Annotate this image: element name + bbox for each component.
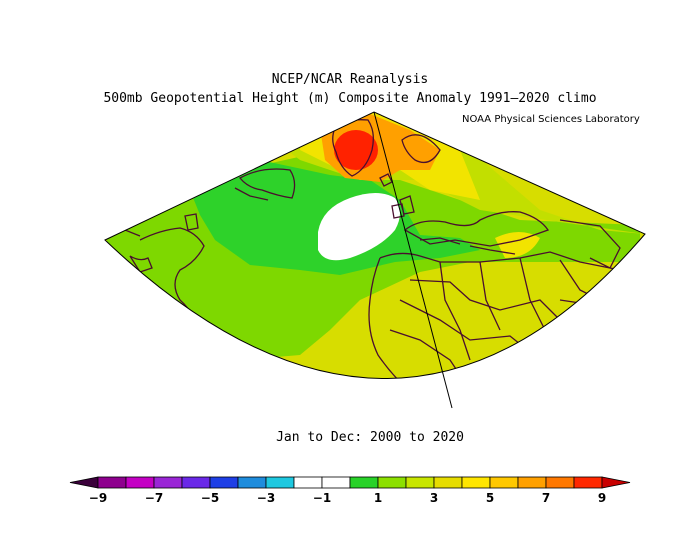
map-title: NCEP/NCAR Reanalysis	[271, 72, 429, 87]
colorbar-segment	[237, 476, 267, 489]
colorbar-tick-label: 5	[486, 491, 494, 505]
colorbar-segment	[461, 476, 491, 489]
time-period-label: Jan to Dec: 2000 to 2020	[276, 430, 464, 445]
colorbar-segment	[573, 476, 603, 489]
colorbar-segment	[209, 476, 239, 489]
white-anomaly-area	[318, 193, 400, 261]
central-meridian	[373, 111, 453, 409]
colorbar-segment	[265, 476, 295, 489]
colorbar-tick-label: −9	[89, 491, 107, 505]
colorbar-arrow-low	[69, 476, 99, 489]
colorbar-tick-label: 3	[430, 491, 438, 505]
credit-label: NOAA Physical Sciences Laboratory	[462, 114, 640, 125]
colorbar-tick-label: −7	[145, 491, 163, 505]
colorbar-segments	[69, 476, 631, 489]
colorbar-tick-label: −3	[257, 491, 275, 505]
colorbar-tick-label: 1	[374, 491, 382, 505]
colorbar-ticks: −9 −7 −5 −3 −1 1 3 5 7 9	[89, 491, 606, 505]
colorbar-tick-label: 7	[542, 491, 550, 505]
yellow-anomaly-area-east	[495, 232, 540, 258]
colorbar-segment	[181, 476, 211, 489]
map-boundary	[104, 111, 646, 379]
colorbar-segment	[377, 476, 407, 489]
red-anomaly-core	[334, 130, 378, 170]
colorbar-segment	[153, 476, 183, 489]
colorbar-segment	[97, 476, 127, 489]
colorbar-segment	[349, 476, 379, 489]
colorbar-tick-label: −5	[201, 491, 219, 505]
colorbar-segment	[489, 476, 519, 489]
map-subtitle: 500mb Geopotential Height (m) Composite …	[103, 91, 597, 106]
colorbar-segment	[433, 476, 463, 489]
colorbar-segment	[125, 476, 155, 489]
colorbar-arrow-high	[601, 476, 631, 489]
colorbar-segment	[321, 476, 351, 489]
colorbar-tick-label: −1	[313, 491, 331, 505]
colorbar-segment	[293, 476, 323, 489]
colorbar-segment	[545, 476, 575, 489]
colorbar-segment	[405, 476, 435, 489]
colorbar-tick-label: 9	[598, 491, 606, 505]
colorbar-segment	[517, 476, 547, 489]
